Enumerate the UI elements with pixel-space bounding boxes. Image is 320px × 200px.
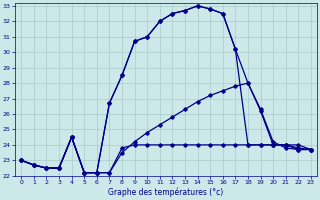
X-axis label: Graphe des températures (°c): Graphe des températures (°c)	[108, 188, 224, 197]
